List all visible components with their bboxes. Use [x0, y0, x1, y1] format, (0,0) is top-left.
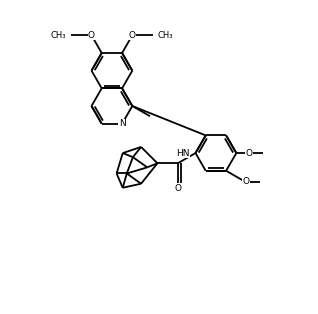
Text: O: O	[245, 149, 252, 158]
Text: N: N	[119, 119, 126, 128]
Text: O: O	[242, 177, 249, 187]
Text: HN: HN	[176, 149, 190, 158]
Text: CH₃: CH₃	[51, 31, 66, 40]
Text: O: O	[174, 184, 181, 193]
Text: CH₃: CH₃	[157, 31, 173, 40]
Text: O: O	[129, 31, 136, 40]
Text: O: O	[88, 31, 95, 40]
